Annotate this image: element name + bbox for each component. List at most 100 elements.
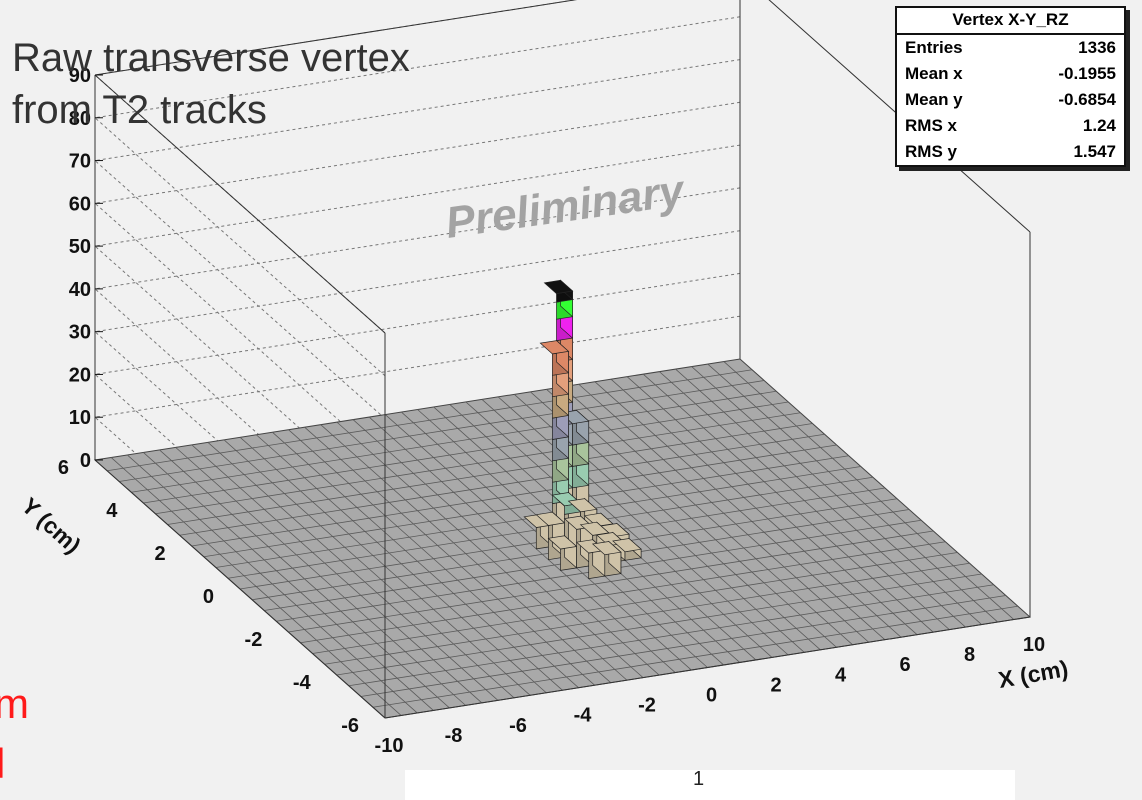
histogram-bin (591, 540, 622, 577)
z-grid-line (93, 315, 741, 676)
tick-label: -8 (445, 725, 463, 747)
tick-label: -2 (245, 629, 263, 651)
stats-row: RMS x 1.24 (897, 113, 1124, 139)
bin-top (567, 498, 598, 513)
histogram-bin (539, 339, 570, 547)
tick-label: 0 (706, 685, 717, 707)
stats-value: 1.24 (1082, 116, 1116, 135)
tick-label: 20 (69, 364, 91, 386)
tick-label: 30 (69, 322, 91, 344)
plot-title-line-2: from T2 tracks (12, 88, 267, 132)
histogram-bin (612, 537, 642, 561)
z-axis-tick-labels: 0 10 20 30 40 50 60 70 80 90 (69, 65, 103, 472)
tick-label: 70 (69, 151, 91, 173)
axis-frame (94, 0, 1031, 719)
frame-edge (94, 74, 386, 334)
stats-row: RMS y 1.547 (897, 139, 1124, 165)
cropped-bottom-box: 1 (405, 768, 1015, 800)
stats-row: Mean x -0.1955 (897, 61, 1124, 87)
floor-grid-line (167, 423, 813, 525)
stats-box-title: Vertex X-Y_RZ (897, 8, 1124, 35)
histogram-bin (547, 535, 578, 571)
floor-grid-line (312, 552, 958, 654)
floor-grid-line (336, 573, 982, 676)
x-axis-tick-labels: -10 -8 -6 -4 -2 0 2 4 6 8 10 (375, 634, 1046, 757)
tick-label: 50 (69, 236, 91, 258)
tick-label: 80 (69, 108, 91, 130)
floor-grid-line (348, 584, 994, 687)
tick-label: 8 (964, 644, 975, 666)
bin-top (547, 535, 578, 550)
cropped-side-text: m (0, 680, 29, 727)
bin-top (543, 279, 574, 294)
floor-grid-line (324, 562, 970, 665)
floor-grid-line (203, 455, 849, 558)
tick-label: 6 (58, 457, 69, 479)
tick-label: 90 (69, 65, 91, 87)
stats-row: Mean y -0.6854 (897, 87, 1124, 113)
stats-value: -0.1955 (1058, 64, 1116, 83)
tick-label: -10 (375, 735, 404, 757)
y-axis-label: Y (cm) (17, 492, 86, 558)
floor-grid-line (119, 380, 765, 482)
bin-top (575, 539, 606, 554)
stats-value: -0.6854 (1058, 90, 1116, 109)
tick-label: 4 (106, 500, 118, 522)
tick-label: 10 (1023, 634, 1045, 656)
tick-label: 60 (69, 193, 91, 215)
floor-grid-line (131, 390, 777, 493)
z-grid-line (93, 59, 741, 419)
frame-edge (94, 0, 578, 76)
floor-grid-line (143, 401, 789, 504)
bin-top (539, 340, 570, 355)
stats-box: Vertex X-Y_RZ Entries 1336 Mean x -0.195… (895, 6, 1126, 167)
frame-edge (94, 459, 386, 719)
histogram-bars (523, 279, 642, 580)
y-axis-tick-labels: -6 -4 -2 0 2 4 6 (58, 457, 359, 737)
stats-value: 1.547 (1073, 142, 1116, 161)
floor-grid-line (179, 433, 825, 536)
stats-label: Mean x (905, 64, 963, 83)
floor-grid-line (372, 605, 1018, 708)
tick-label: 10 (69, 407, 91, 429)
stats-label: Entries (905, 38, 963, 57)
floor-grid-line (300, 541, 946, 644)
tick-label: -6 (509, 715, 527, 737)
frame-edge (768, 0, 1031, 233)
tick-label: -4 (574, 705, 593, 727)
tick-label: -6 (341, 715, 359, 737)
cropped-bottom-text: 1 (693, 768, 705, 790)
tick-label: 2 (155, 543, 166, 565)
x-axis-label: X (cm) (996, 655, 1070, 693)
tick-label: 6 (899, 654, 910, 676)
stats-label: RMS x (905, 116, 957, 135)
floor-grid-line (107, 369, 753, 472)
floor-grid-line (288, 530, 934, 633)
tick-label: 0 (203, 586, 214, 608)
tick-label: 0 (80, 450, 91, 472)
z-grid-line (93, 230, 741, 591)
z-grid-line (93, 16, 741, 377)
tick-label: 4 (835, 664, 847, 686)
stats-label: RMS y (905, 142, 957, 161)
floor-grid-line (155, 412, 801, 515)
z-grid-line (93, 272, 741, 633)
tick-label: 2 (770, 674, 781, 696)
floor-grid-line (360, 595, 1006, 697)
tick-label: 40 (69, 279, 91, 301)
tick-label: -2 (638, 695, 656, 717)
z-grid-line (93, 101, 741, 462)
bin-top (591, 541, 622, 556)
bin-top (612, 538, 642, 553)
histogram-bin (559, 409, 590, 532)
z-grid-line (93, 144, 741, 505)
z-grid-line (93, 187, 741, 548)
plot-title-line-1: Raw transverse vertex (12, 36, 410, 80)
stats-row: Entries 1336 (897, 35, 1124, 61)
floor-grid-line (191, 444, 837, 547)
cropped-side-text: l (0, 740, 6, 787)
bin-top (535, 511, 566, 526)
stats-label: Mean y (905, 90, 963, 109)
